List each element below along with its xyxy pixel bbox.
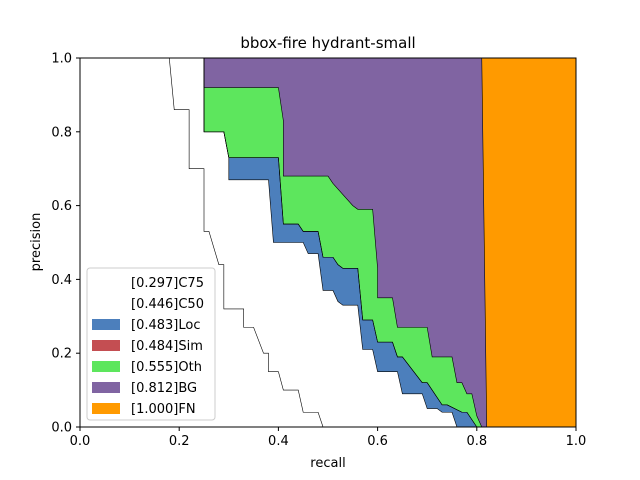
- edge-c50: [80, 57, 458, 428]
- legend-swatch-c50: [92, 298, 120, 309]
- legend-label-c75: [0.297]C75: [131, 276, 204, 291]
- x-tick-label: 0.0: [70, 434, 91, 449]
- y-tick-label: 0.6: [51, 199, 72, 214]
- y-tick-label: 0.2: [51, 347, 72, 362]
- y-axis-ticks: 0.0 0.2 0.4 0.6 0.8 1.0: [51, 52, 80, 436]
- legend-label-bg: [0.812]BG: [131, 381, 197, 396]
- y-tick-label: 1.0: [51, 52, 72, 67]
- x-tick-label: 0.6: [367, 434, 388, 449]
- edge-c75: [80, 57, 324, 428]
- legend: [0.297]C75 [0.446]C50 [0.483]Loc [0.484]Sim…: [86, 267, 216, 421]
- legend-label-loc: [0.483]Loc: [131, 318, 200, 333]
- y-tick-label: 0.0: [51, 421, 72, 436]
- edge-loc: [80, 57, 482, 428]
- legend-swatch-loc: [92, 319, 120, 330]
- x-axis-ticks: 0.0 0.2 0.4 0.6 0.8 1.0: [70, 427, 587, 449]
- x-tick-label: 0.8: [466, 434, 487, 449]
- x-tick-label: 0.4: [268, 434, 289, 449]
- legend-label-oth: [0.555]Oth: [131, 360, 202, 375]
- legend-swatch-sim: [92, 340, 120, 351]
- legend-swatch-fn: [92, 403, 120, 414]
- chart-title: bbox-fire hydrant-small: [240, 34, 415, 52]
- legend-swatch-bg: [92, 382, 120, 393]
- plot-frame: [79, 57, 577, 428]
- legend-label-fn: [1.000]FN: [131, 402, 196, 417]
- y-tick-label: 0.8: [51, 125, 72, 140]
- x-tick-label: 1.0: [566, 434, 587, 449]
- x-axis-label: recall: [310, 456, 345, 471]
- legend-label-c50: [0.446]C50: [131, 297, 204, 312]
- legend-label-sim: [0.484]Sim: [131, 339, 203, 354]
- legend-swatch-c75: [92, 277, 120, 288]
- x-tick-label: 0.2: [169, 434, 190, 449]
- y-tick-label: 0.4: [51, 273, 72, 288]
- y-axis-label: precision: [29, 213, 44, 272]
- legend-swatch-oth: [92, 361, 120, 372]
- edge-oth: [80, 57, 483, 428]
